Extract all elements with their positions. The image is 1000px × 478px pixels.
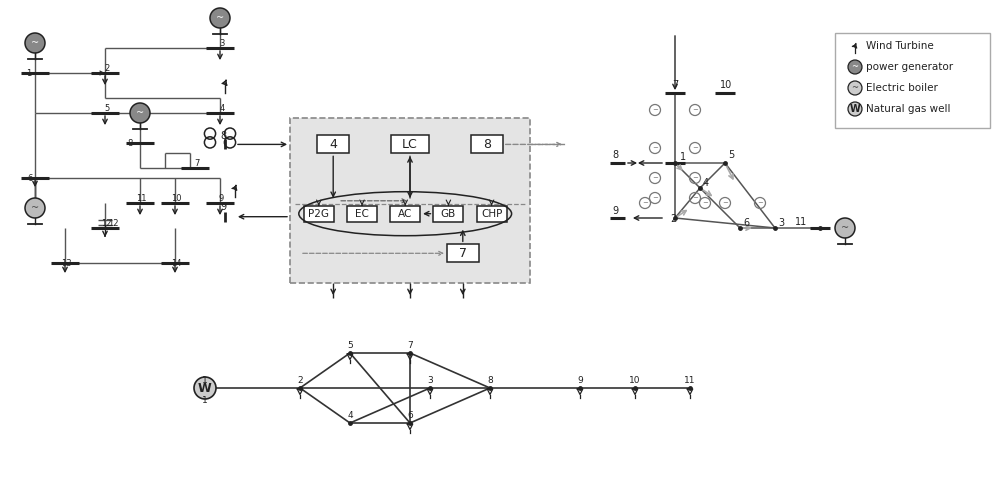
Text: power generator: power generator xyxy=(866,62,953,72)
FancyBboxPatch shape xyxy=(347,206,377,222)
Text: 1: 1 xyxy=(26,69,32,78)
Text: 1: 1 xyxy=(680,152,686,162)
FancyBboxPatch shape xyxy=(290,118,530,283)
Circle shape xyxy=(835,218,855,238)
Text: 14: 14 xyxy=(171,260,182,269)
Text: 4: 4 xyxy=(347,411,353,420)
Text: 8: 8 xyxy=(483,138,491,151)
Text: ~: ~ xyxy=(852,84,858,93)
Text: 7: 7 xyxy=(194,159,200,168)
Text: ~: ~ xyxy=(722,200,728,206)
Text: 9: 9 xyxy=(577,376,583,385)
Circle shape xyxy=(848,81,862,95)
FancyBboxPatch shape xyxy=(304,206,334,222)
Text: 7: 7 xyxy=(459,247,467,260)
Text: 11: 11 xyxy=(795,217,807,227)
Circle shape xyxy=(210,8,230,28)
Text: 3: 3 xyxy=(219,39,225,48)
Text: 4: 4 xyxy=(219,104,225,113)
Text: 5: 5 xyxy=(347,341,353,350)
FancyBboxPatch shape xyxy=(433,206,463,222)
Text: 5: 5 xyxy=(728,150,734,160)
Text: 12: 12 xyxy=(108,219,119,228)
Circle shape xyxy=(848,60,862,74)
Text: AC: AC xyxy=(398,209,412,219)
Text: 1: 1 xyxy=(202,396,208,405)
Text: 3: 3 xyxy=(427,376,433,385)
Text: 7: 7 xyxy=(407,341,413,350)
FancyBboxPatch shape xyxy=(391,135,429,153)
Text: 2: 2 xyxy=(104,64,110,73)
Text: ~: ~ xyxy=(136,109,144,118)
Text: ~: ~ xyxy=(216,13,224,22)
Text: ~: ~ xyxy=(652,195,658,201)
Circle shape xyxy=(25,198,45,218)
FancyBboxPatch shape xyxy=(477,206,507,222)
Text: 2: 2 xyxy=(297,376,303,385)
Text: ~: ~ xyxy=(31,204,39,213)
Text: ~: ~ xyxy=(652,145,658,151)
FancyBboxPatch shape xyxy=(447,244,479,262)
Text: 8: 8 xyxy=(612,150,618,160)
FancyBboxPatch shape xyxy=(390,206,420,222)
Text: ~: ~ xyxy=(31,39,39,47)
Text: ~: ~ xyxy=(841,224,849,232)
Text: ~: ~ xyxy=(652,107,658,113)
Text: 3: 3 xyxy=(778,218,784,228)
Text: ~: ~ xyxy=(692,145,698,151)
FancyBboxPatch shape xyxy=(835,33,990,128)
Text: 9: 9 xyxy=(612,206,618,216)
Text: ~: ~ xyxy=(692,195,698,201)
Text: Natural gas well: Natural gas well xyxy=(866,104,950,114)
Text: ~: ~ xyxy=(692,175,698,181)
Text: ~: ~ xyxy=(692,107,698,113)
Text: 9: 9 xyxy=(219,194,224,203)
Text: 6: 6 xyxy=(743,218,749,228)
Text: 4: 4 xyxy=(703,178,709,188)
Text: 10: 10 xyxy=(171,194,182,203)
Text: 4: 4 xyxy=(329,138,337,151)
Text: 10: 10 xyxy=(720,80,732,90)
Text: 11: 11 xyxy=(136,194,147,203)
Text: CHP: CHP xyxy=(481,209,502,219)
Text: Wind Turbine: Wind Turbine xyxy=(866,41,934,51)
Circle shape xyxy=(25,33,45,53)
Text: 8: 8 xyxy=(487,376,493,385)
Text: W: W xyxy=(198,381,212,394)
Text: 6: 6 xyxy=(27,174,33,184)
Text: P2G: P2G xyxy=(308,209,329,219)
Text: 8: 8 xyxy=(127,140,133,149)
Text: 10: 10 xyxy=(629,376,641,385)
Circle shape xyxy=(848,102,862,116)
FancyBboxPatch shape xyxy=(317,135,349,153)
Text: ~: ~ xyxy=(652,175,658,181)
Text: 9: 9 xyxy=(220,202,226,212)
Text: ~: ~ xyxy=(642,200,648,206)
Text: 6: 6 xyxy=(407,411,413,420)
Text: 13: 13 xyxy=(61,260,72,269)
Text: 5: 5 xyxy=(104,104,110,113)
Text: EC: EC xyxy=(355,209,369,219)
FancyBboxPatch shape xyxy=(471,135,503,153)
Text: 11: 11 xyxy=(684,376,696,385)
Text: Electric boiler: Electric boiler xyxy=(866,83,938,93)
Text: GB: GB xyxy=(441,209,456,219)
Circle shape xyxy=(130,103,150,123)
Text: 8: 8 xyxy=(220,131,226,141)
Text: 1: 1 xyxy=(202,376,208,385)
Text: W: W xyxy=(850,104,860,114)
Text: LC: LC xyxy=(402,138,418,151)
Circle shape xyxy=(194,377,216,399)
Text: ~: ~ xyxy=(757,200,763,206)
Text: 2: 2 xyxy=(670,214,676,224)
Text: 12: 12 xyxy=(101,219,112,228)
Text: 7: 7 xyxy=(672,80,678,90)
Text: ~: ~ xyxy=(702,200,708,206)
Text: ~: ~ xyxy=(852,63,858,72)
